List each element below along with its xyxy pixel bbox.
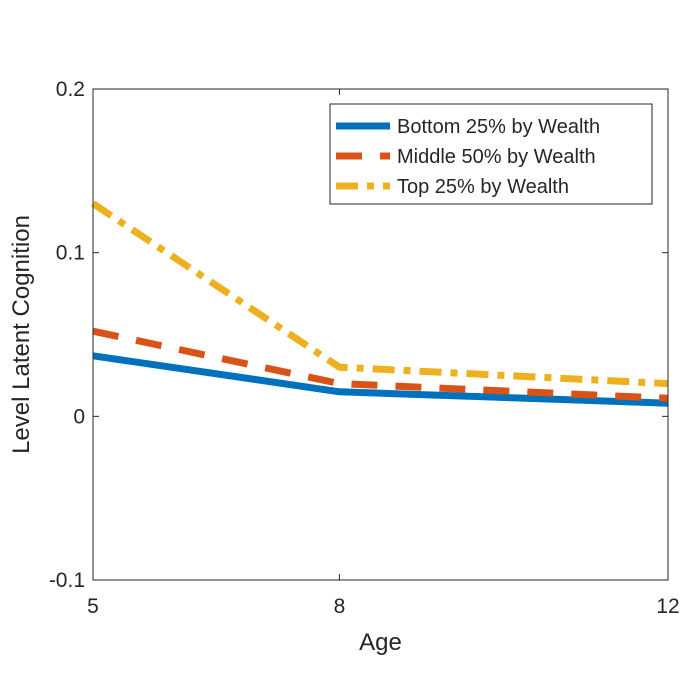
y-tick-label: 0.1: [56, 242, 85, 265]
plot-frame: [92, 88, 669, 581]
legend: Bottom 25% by Wealth Middle 50% by Wealt…: [329, 103, 653, 205]
legend-label-middle-50: Middle 50% by Wealth: [397, 146, 596, 168]
tick-layer: 5 8 12 -0.1 0 0.1 0.2: [49, 78, 680, 618]
legend-label-bottom-25: Bottom 25% by Wealth: [397, 116, 600, 138]
y-tick-label: 0: [73, 405, 85, 428]
x-tick-label: 8: [334, 595, 346, 618]
x-tick-label: 12: [656, 595, 679, 618]
y-axis-label: Level Latent Cognition: [8, 215, 35, 454]
legend-label-top-25: Top 25% by Wealth: [397, 176, 569, 198]
series-layer: [91, 200, 669, 407]
series-line-0: [92, 352, 669, 407]
x-tick-label: 5: [87, 595, 99, 618]
y-tick-label: -0.1: [49, 569, 85, 592]
x-axis-label: Age: [359, 629, 402, 656]
y-tick-label: 0.2: [56, 78, 85, 101]
series-line-2: [91, 200, 669, 388]
